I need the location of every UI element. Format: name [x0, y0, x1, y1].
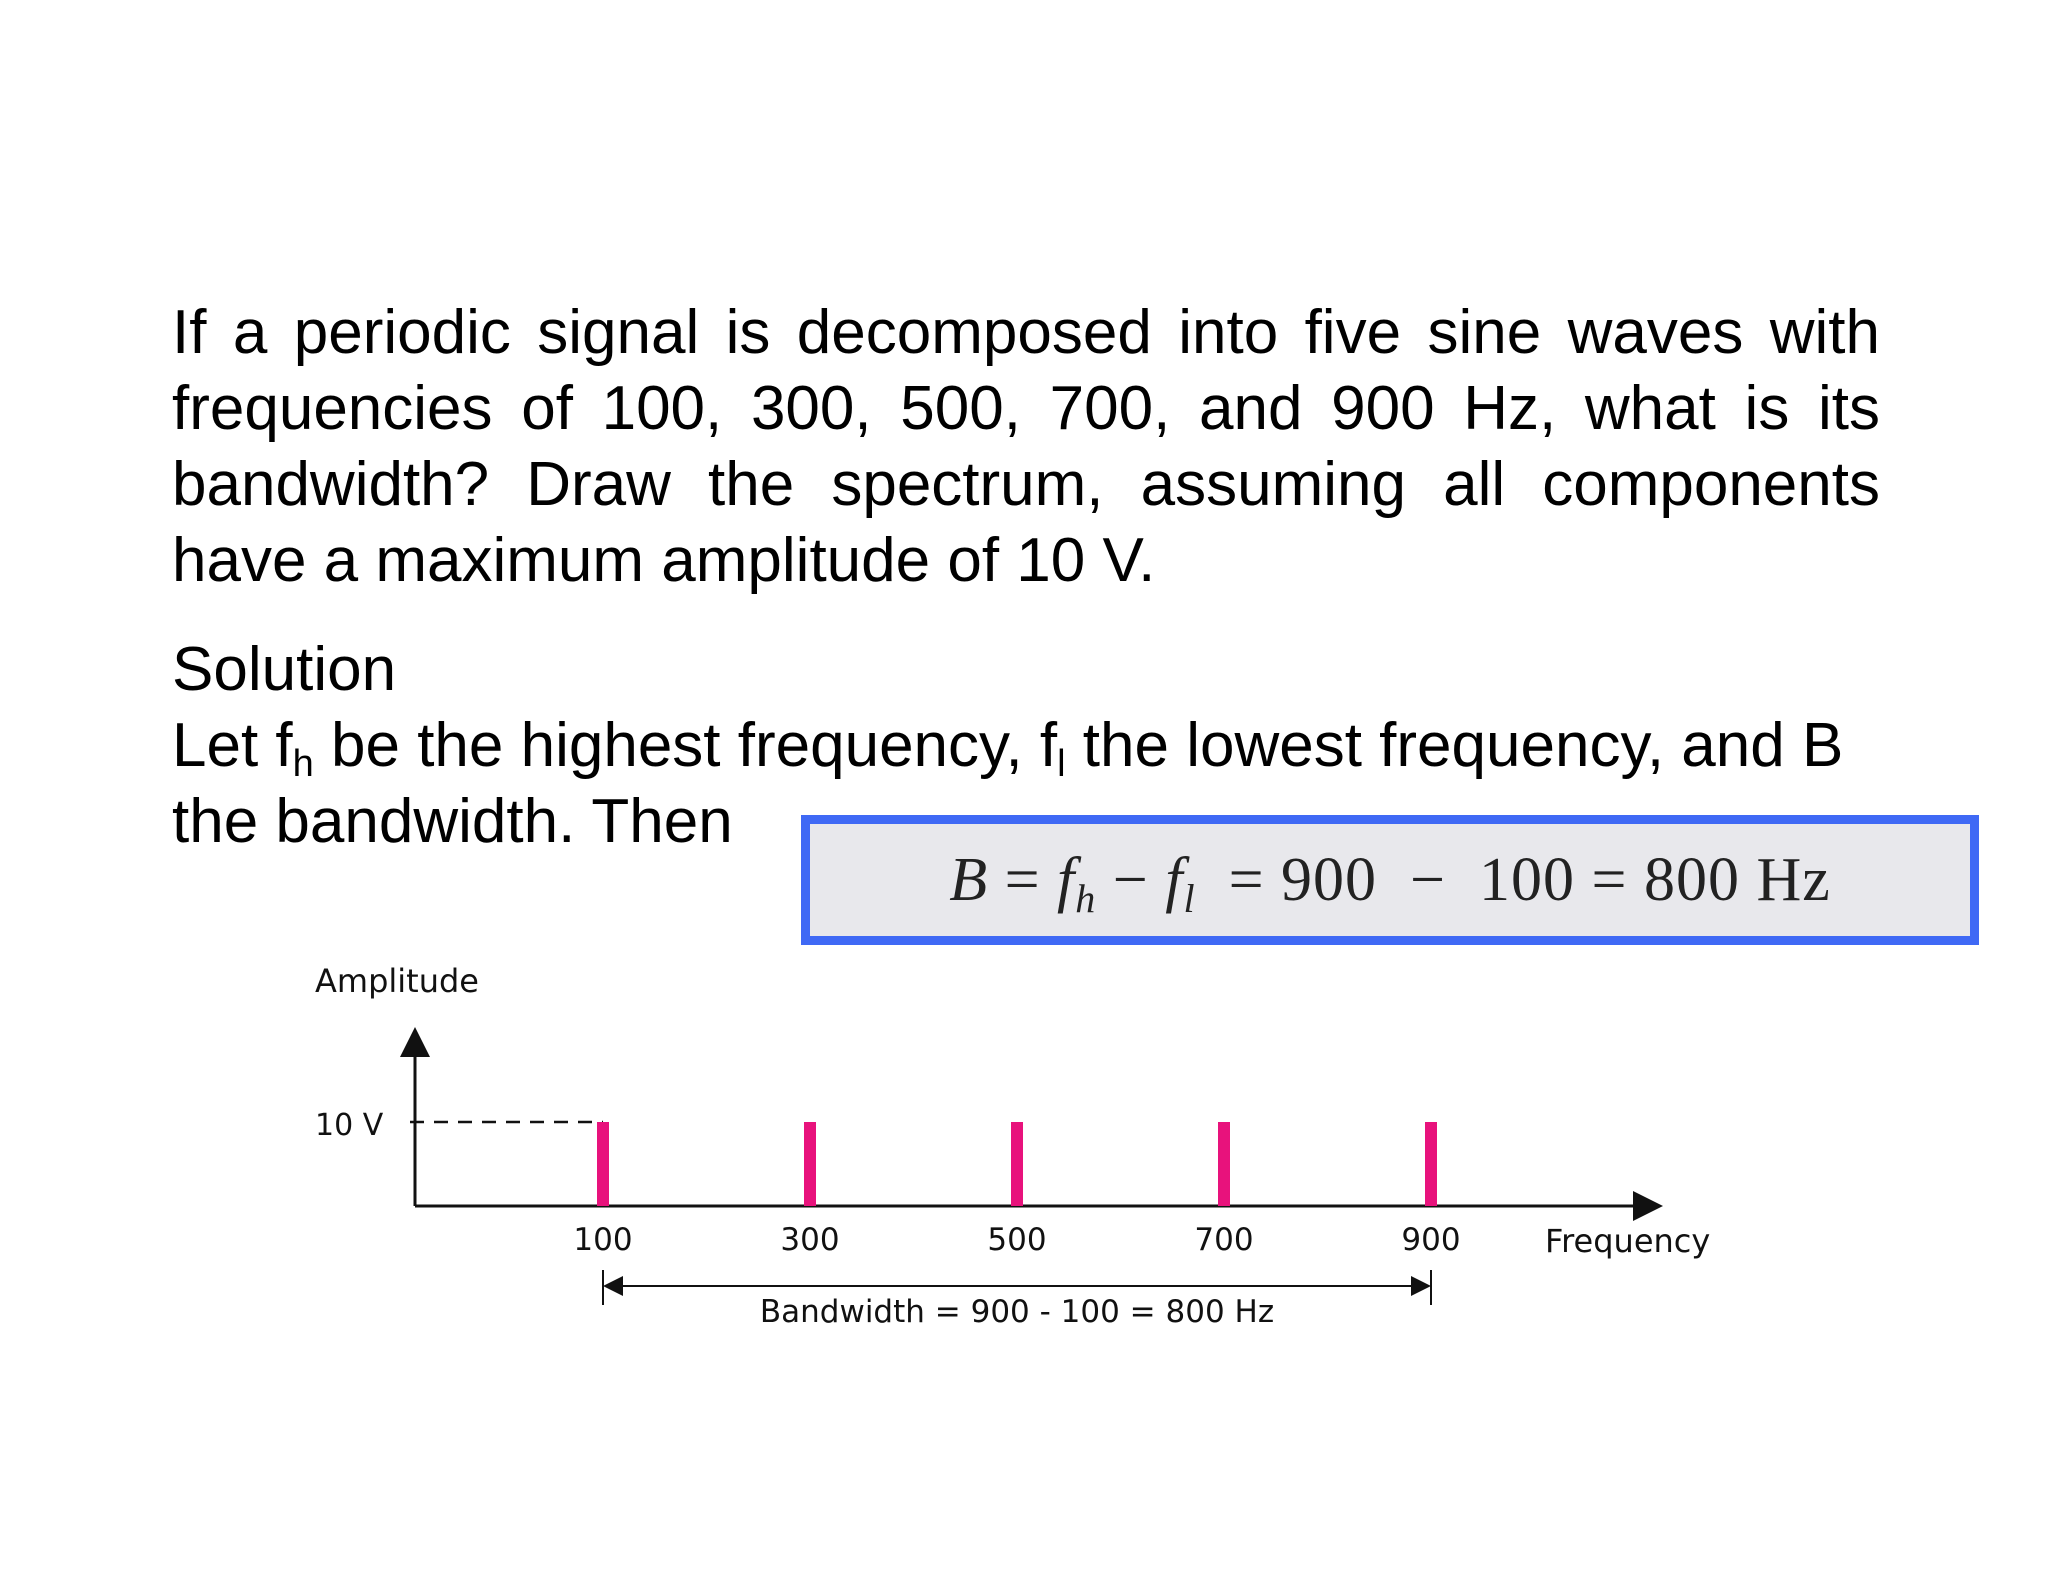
x-tick-labels: 100 300 500 700 900 — [573, 1222, 1460, 1258]
solution-text-part-3: the lowest frequency, and B the bandwidt… — [172, 711, 1844, 856]
bandwidth-formula-box: B = fh − fl = 900 − 100 = 800 Hz — [801, 815, 1979, 945]
x-tick-label-500: 500 — [987, 1222, 1046, 1258]
x-tick-label-300: 300 — [780, 1222, 839, 1258]
solution-heading: Solution — [172, 635, 397, 704]
formula-f-low: f — [1165, 845, 1184, 914]
x-tick-label-900: 900 — [1401, 1222, 1460, 1258]
formula-b: B — [949, 845, 989, 914]
y-tick-label: 10 V — [315, 1108, 384, 1143]
formula-sub-h: h — [1075, 875, 1097, 921]
solution-text: Let fh be the highest frequency, fl the … — [172, 708, 1872, 860]
solution-text-part-2: be the highest frequency, f — [313, 711, 1058, 780]
x-tick-label-100: 100 — [573, 1222, 632, 1258]
subscript-h: h — [292, 743, 314, 785]
question-text: If a periodic signal is decomposed into … — [172, 298, 1880, 595]
bandwidth-formula: B = fh − fl = 900 − 100 = 800 Hz — [949, 845, 1831, 919]
formula-equals: = — [988, 845, 1058, 914]
x-axis-label: Frequency — [1545, 1222, 1710, 1260]
formula-result: = 900 − 100 = 800 Hz — [1195, 845, 1831, 914]
spectrum-bars — [597, 1122, 1437, 1206]
formula-sub-l: l — [1183, 875, 1196, 921]
x-tick-label-700: 700 — [1194, 1222, 1253, 1258]
solution-text-part-1: Let f — [172, 711, 293, 780]
formula-minus: − — [1096, 845, 1166, 914]
formula-f-high: f — [1057, 845, 1076, 914]
y-axis-label: Amplitude — [315, 962, 479, 1000]
subscript-l: l — [1057, 743, 1066, 785]
bandwidth-annotation: Bandwidth = 900 - 100 = 800 Hz — [760, 1294, 1274, 1330]
